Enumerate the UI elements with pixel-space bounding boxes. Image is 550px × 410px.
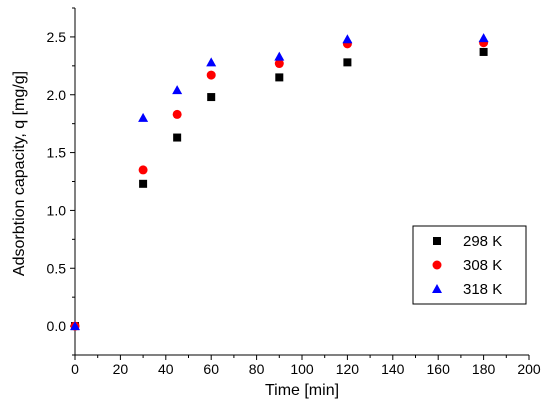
ticks: 0 20 40 60 80 100 120 140 160 180 200 0.0 0.5 1.0 1.5 2… [47, 7, 541, 377]
x-axis-title: Time [min] [265, 382, 339, 399]
x-tick-label: 60 [203, 361, 219, 377]
legend-label: 308 K [463, 257, 502, 274]
x-tick-label: 80 [249, 361, 265, 377]
y-tick-label: 2.5 [47, 29, 67, 45]
y-tick-label: 1.5 [47, 145, 67, 161]
legend-label: 318 K [463, 281, 502, 298]
data-markers [70, 33, 489, 331]
x-tick-label: 40 [158, 361, 174, 377]
data-point [478, 33, 489, 43]
series-318-k [70, 33, 489, 331]
data-point [206, 70, 216, 80]
x-tick-label: 120 [336, 361, 360, 377]
y-tick-label: 0.5 [47, 260, 67, 276]
data-point [274, 59, 284, 69]
data-point [138, 165, 148, 175]
y-tick-label: 0.0 [47, 318, 67, 334]
x-tick-label: 100 [290, 361, 314, 377]
x-tick-label: 140 [381, 361, 405, 377]
legend-label: 298 K [463, 233, 502, 250]
data-point [173, 133, 182, 142]
legend-box [412, 225, 527, 305]
data-point [206, 57, 217, 67]
legend-marker [432, 260, 442, 270]
legend-marker [432, 284, 442, 293]
data-point [172, 109, 182, 119]
data-point [274, 51, 285, 61]
x-tick-label: 200 [517, 361, 541, 377]
x-tick-label: 20 [113, 361, 129, 377]
x-tick-label: 160 [427, 361, 451, 377]
y-axis-title: Adsorbtion capacity, q [mg/g] [11, 71, 28, 276]
y-tick-label: 1.0 [47, 202, 67, 218]
data-point [138, 112, 149, 122]
legend-marker [433, 237, 441, 245]
y-tick-label: 2.0 [47, 87, 67, 103]
data-point [275, 73, 284, 82]
data-point [172, 85, 183, 95]
x-tick-label: 180 [472, 361, 496, 377]
x-tick-label: 0 [71, 361, 79, 377]
data-point [342, 34, 353, 44]
data-point [139, 179, 148, 188]
data-point [207, 93, 216, 102]
legend: 298 K 308 K 318 K [412, 225, 527, 305]
data-point [343, 58, 352, 67]
data-point [479, 47, 488, 56]
data-point [70, 321, 80, 331]
